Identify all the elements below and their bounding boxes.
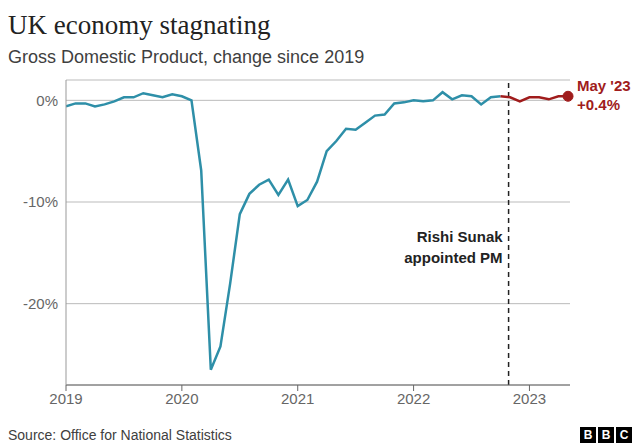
svg-text:-20%: -20% xyxy=(23,295,58,312)
svg-text:2022: 2022 xyxy=(397,390,430,407)
svg-text:2019: 2019 xyxy=(49,390,82,407)
svg-text:appointed PM: appointed PM xyxy=(404,249,502,266)
html-text:Source: Office for National St: Source: Office for National Statistics xyxy=(8,427,232,443)
svg-text:May '23: May '23 xyxy=(577,77,631,94)
svg-text:+0.4%: +0.4% xyxy=(577,96,620,113)
html-text:B: B xyxy=(601,428,611,442)
svg-text:0%: 0% xyxy=(36,92,58,109)
svg-text:2020: 2020 xyxy=(165,390,198,407)
svg-text:2021: 2021 xyxy=(281,390,314,407)
svg-text:2023: 2023 xyxy=(513,390,546,407)
html-text:B: B xyxy=(583,428,593,442)
svg-text:-10%: -10% xyxy=(23,193,58,210)
html-text:Gross Domestic Product, change: Gross Domestic Product, change since 201… xyxy=(8,47,365,67)
html-text:C: C xyxy=(619,428,629,442)
html-text:UK economy stagnating: UK economy stagnating xyxy=(8,10,271,40)
svg-text:Rishi Sunak: Rishi Sunak xyxy=(417,228,504,245)
